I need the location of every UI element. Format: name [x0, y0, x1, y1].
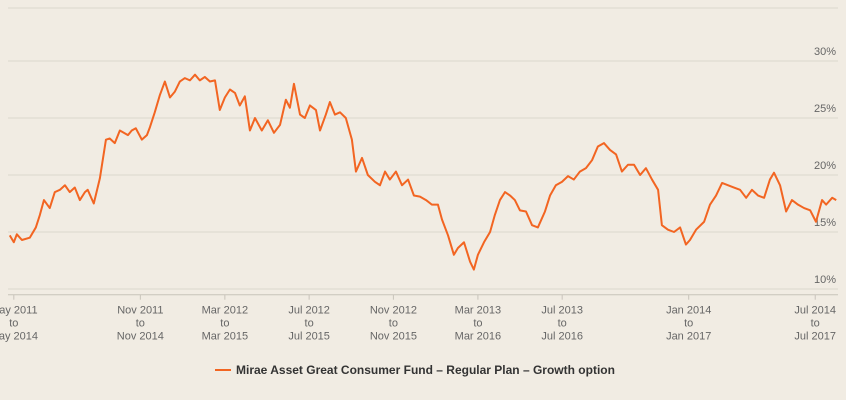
x-tick-label: Jan 2014 — [666, 305, 711, 317]
x-tick-label: Jul 2013 — [541, 305, 583, 317]
x-tick-label: Mar 2013 — [455, 305, 501, 317]
x-tick-label: to — [9, 318, 18, 330]
x-tick-label: to — [558, 318, 567, 330]
x-tick-label: Mar 2012 — [202, 305, 248, 317]
x-tick-label: to — [684, 318, 693, 330]
x-tick-label: Jul 2015 — [288, 331, 330, 343]
x-tick-label: Jul 2016 — [541, 331, 583, 343]
x-tick-label: Nov 2014 — [117, 331, 164, 343]
x-tick-label: May 2014 — [0, 331, 38, 343]
x-tick-label: to — [220, 318, 229, 330]
x-tick-label: to — [473, 318, 482, 330]
y-tick-label: 30% — [814, 46, 836, 58]
x-tick-label: Jul 2014 — [794, 305, 836, 317]
x-tick-label: to — [811, 318, 820, 330]
x-tick-label: to — [136, 318, 145, 330]
x-tick-label: Mar 2016 — [455, 331, 501, 343]
legend-text: Mirae Asset Great Consumer Fund – Regula… — [236, 363, 615, 377]
x-tick-label: Mar 2015 — [202, 331, 248, 343]
x-tick-label: Jul 2012 — [288, 305, 330, 317]
x-tick-label: Nov 2011 — [117, 305, 163, 317]
x-tick-label: Nov 2015 — [370, 331, 417, 343]
x-tick-label: Jan 2017 — [666, 331, 711, 343]
x-tick-label: May 2011 — [0, 305, 38, 317]
x-tick-label: to — [389, 318, 398, 330]
y-tick-label: 20% — [814, 160, 836, 172]
y-tick-label: 25% — [814, 103, 836, 115]
series-line — [8, 73, 837, 271]
x-tick-label: Nov 2012 — [370, 305, 417, 317]
y-tick-label: 10% — [814, 274, 836, 286]
y-tick-label: 15% — [814, 217, 836, 229]
x-tick-label: Jul 2017 — [794, 331, 836, 343]
x-tick-label: to — [305, 318, 314, 330]
